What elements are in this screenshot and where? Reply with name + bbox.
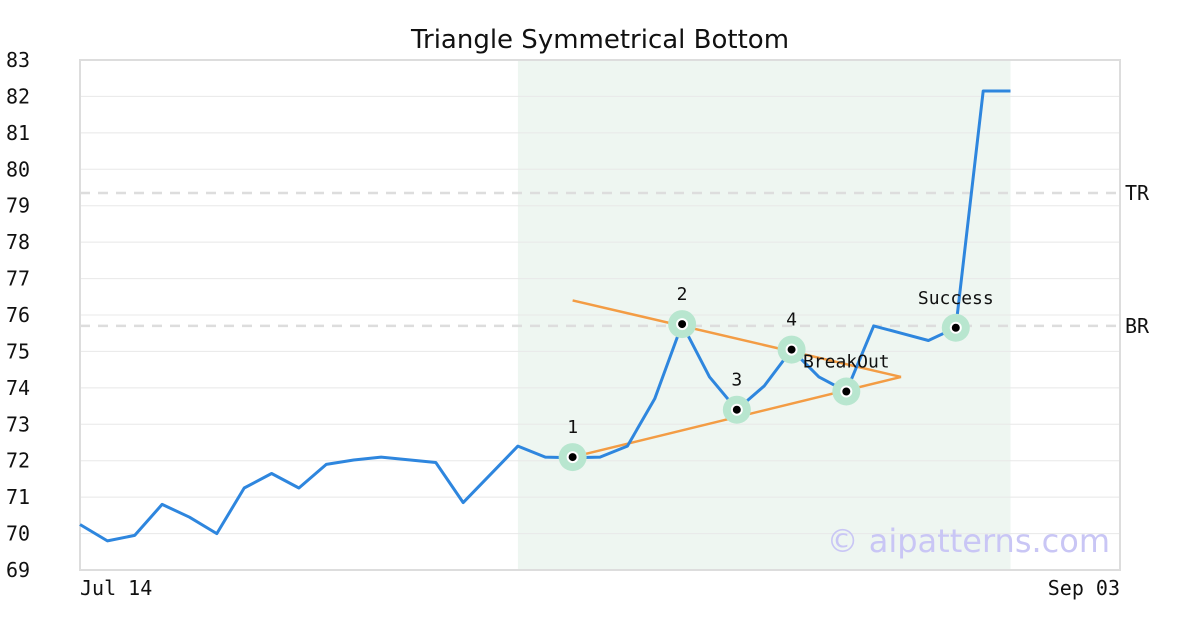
y-tick-label: 79 (6, 194, 30, 218)
x-tick-label-start: Jul 14 (80, 576, 152, 600)
y-tick-label: 75 (6, 339, 30, 363)
y-tick-label: 70 (6, 522, 30, 546)
marker-dot-1 (566, 451, 579, 464)
y-tick-label: 82 (6, 84, 30, 108)
trend-line-1 (572, 299, 902, 379)
y-tick-label: 73 (6, 412, 30, 436)
annotation-label-success: Success (918, 288, 994, 309)
y-tick-label: 81 (6, 121, 30, 145)
marker-dot-3 (730, 403, 743, 416)
annotation-label-4: 4 (786, 310, 797, 331)
annotation-label-2: 2 (677, 284, 688, 305)
y-tick-label: 71 (6, 485, 30, 509)
y-tick-label: 74 (6, 376, 30, 400)
y-tick-label: 77 (6, 267, 30, 291)
y-tick-label: 72 (6, 449, 30, 473)
y-tick-label: 83 (6, 48, 30, 72)
plot-frame (79, 59, 1121, 571)
chart-title: Triangle Symmetrical Bottom (410, 25, 789, 55)
marker-dot-2 (676, 318, 689, 331)
annotation-label-1: 1 (567, 417, 578, 438)
watermark: © aipatterns.com (827, 522, 1110, 560)
x-tick-label-end: Sep 03 (1048, 576, 1120, 600)
y-tick-label: 80 (6, 157, 30, 181)
y-tick-label: 78 (6, 230, 30, 254)
annotation-label-3: 3 (731, 370, 742, 391)
y-tick-label: 69 (6, 558, 30, 582)
annotation-label-breakout: BreakOut (803, 352, 890, 373)
marker-dot-4 (785, 343, 798, 356)
y-tick-label: 76 (6, 303, 30, 327)
reference-label-br: BR (1125, 314, 1150, 338)
marker-dot-success (949, 321, 962, 334)
marker-dot-breakout (840, 385, 853, 398)
reference-label-tr: TR (1125, 181, 1150, 205)
